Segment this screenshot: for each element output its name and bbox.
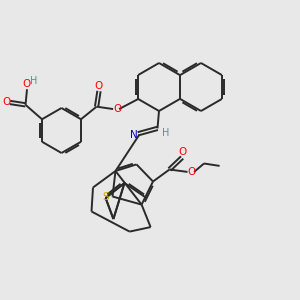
Text: S: S [103, 191, 109, 202]
Text: O: O [2, 97, 10, 107]
Text: H: H [162, 128, 169, 138]
Text: O: O [178, 147, 187, 157]
Text: O: O [22, 79, 30, 89]
Text: H: H [30, 76, 37, 86]
Text: O: O [95, 81, 103, 91]
Text: O: O [188, 167, 196, 177]
Text: N: N [130, 130, 137, 140]
Text: O: O [113, 104, 122, 114]
